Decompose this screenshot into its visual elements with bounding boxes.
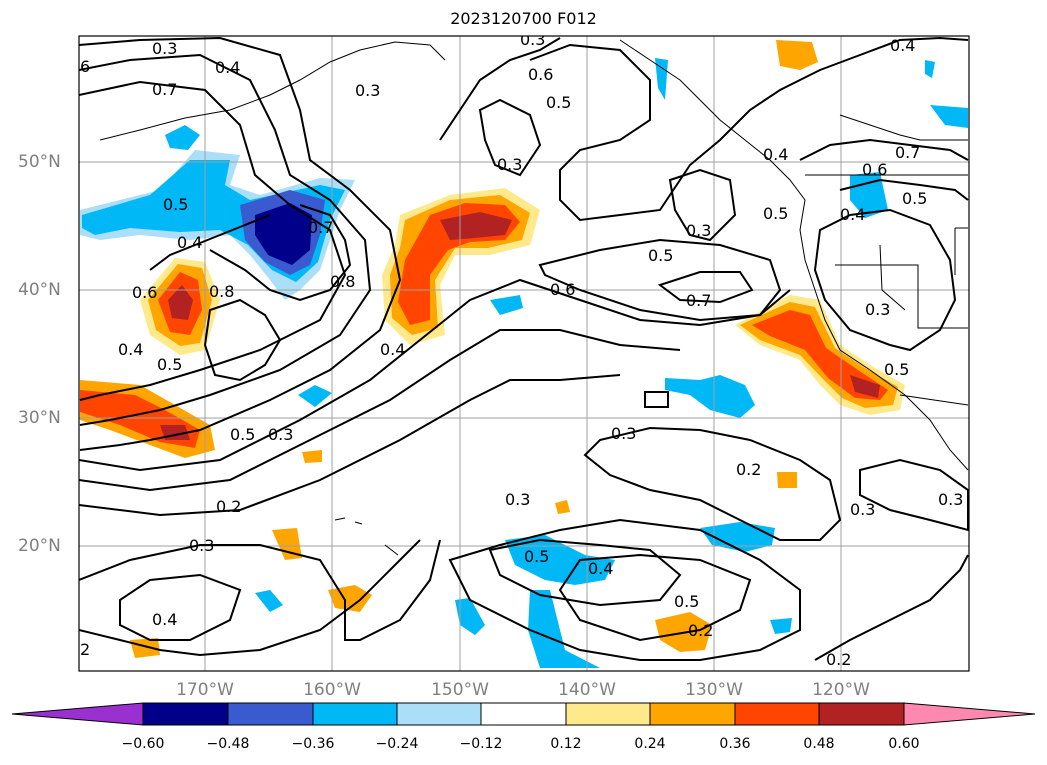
- colorbar-tick: −0.48: [206, 736, 250, 752]
- svg-text:0.7: 0.7: [686, 291, 711, 310]
- colorbar-tick: 0.36: [719, 736, 751, 752]
- lon-label-160w: 160°W: [303, 680, 361, 700]
- svg-text:0.8: 0.8: [209, 282, 234, 301]
- svg-text:0.4: 0.4: [588, 559, 613, 578]
- svg-text:0.5: 0.5: [884, 360, 909, 379]
- svg-text:0.4: 0.4: [152, 610, 177, 629]
- map-title: 2023120700 F012: [450, 9, 597, 28]
- svg-text:0.4: 0.4: [380, 340, 405, 359]
- svg-text:0.2: 0.2: [826, 650, 851, 669]
- lon-label-120w: 120°W: [812, 680, 870, 700]
- svg-text:0.2: 0.2: [736, 460, 761, 479]
- filled-anomaly-layer: 0.3 0.4 0.7 0.3 0.6 0.5 0.3 0.4 0.5 0.4 …: [79, 30, 969, 671]
- lon-label-140w: 140°W: [558, 680, 616, 700]
- svg-text:0.5: 0.5: [163, 195, 188, 214]
- svg-text:0.5: 0.5: [157, 355, 182, 374]
- svg-text:0.3: 0.3: [686, 221, 711, 240]
- colorbar-tick: 0.12: [550, 736, 582, 752]
- svg-text:0.4: 0.4: [763, 145, 788, 164]
- colorbar-tick: 0.60: [888, 736, 920, 752]
- svg-text:0.6: 0.6: [528, 65, 553, 84]
- lon-label-130w: 130°W: [685, 680, 743, 700]
- svg-text:0.3: 0.3: [152, 39, 177, 58]
- colorbar-tick: −0.12: [459, 736, 503, 752]
- lat-label-40n: 40°N: [18, 280, 61, 300]
- svg-text:0.7: 0.7: [895, 143, 920, 162]
- lon-label-150w: 150°W: [431, 680, 489, 700]
- svg-text:0.3: 0.3: [505, 490, 530, 509]
- svg-text:0.5: 0.5: [674, 592, 699, 611]
- svg-text:0.4: 0.4: [840, 205, 865, 224]
- lat-label-20n: 20°N: [18, 536, 61, 556]
- svg-text:6: 6: [80, 57, 90, 76]
- lat-label-50n: 50°N: [18, 152, 61, 172]
- svg-text:0.2: 0.2: [216, 497, 241, 516]
- svg-text:0.4: 0.4: [890, 36, 915, 55]
- svg-text:0.4: 0.4: [118, 340, 143, 359]
- svg-text:0.3: 0.3: [355, 81, 380, 100]
- svg-text:0.3: 0.3: [611, 424, 636, 443]
- colorbar-tick: 0.24: [634, 736, 666, 752]
- colorbar-tick: −0.36: [291, 736, 335, 752]
- svg-text:0.5: 0.5: [546, 93, 571, 112]
- lon-label-170w: 170°W: [176, 680, 234, 700]
- svg-text:0.3: 0.3: [865, 300, 890, 319]
- svg-text:0.5: 0.5: [648, 246, 673, 265]
- svg-text:0.3: 0.3: [850, 500, 875, 519]
- svg-text:0.8: 0.8: [330, 272, 355, 291]
- svg-text:0.3: 0.3: [938, 490, 963, 509]
- svg-text:0.5: 0.5: [902, 189, 927, 208]
- colorbar-tick: −0.24: [375, 736, 419, 752]
- svg-text:0.4: 0.4: [215, 58, 240, 77]
- svg-text:0.7: 0.7: [152, 80, 177, 99]
- svg-text:0.5: 0.5: [524, 547, 549, 566]
- plot-frame: [78, 35, 970, 672]
- svg-text:0.5: 0.5: [230, 425, 255, 444]
- svg-text:0.4: 0.4: [177, 233, 202, 252]
- colorbar: [11, 702, 1036, 726]
- lat-label-30n: 30°N: [18, 408, 61, 428]
- svg-text:0.2: 0.2: [688, 621, 713, 640]
- svg-text:2: 2: [80, 640, 90, 659]
- svg-text:0.6: 0.6: [862, 160, 887, 179]
- svg-text:0.3: 0.3: [520, 30, 545, 49]
- svg-text:0.5: 0.5: [763, 204, 788, 223]
- svg-text:0.3: 0.3: [268, 425, 293, 444]
- svg-text:0.3: 0.3: [189, 536, 214, 555]
- colorbar-tick: −0.60: [121, 736, 165, 752]
- svg-text:0.3: 0.3: [497, 155, 522, 174]
- svg-text:0.6: 0.6: [132, 283, 157, 302]
- svg-text:0.7: 0.7: [308, 218, 333, 237]
- contour-labels: 0.3 0.4 0.7 0.3 0.6 0.5 0.3 0.4 0.5 0.4 …: [80, 30, 963, 669]
- colorbar-tick: 0.48: [803, 736, 835, 752]
- svg-text:0.6: 0.6: [550, 280, 575, 299]
